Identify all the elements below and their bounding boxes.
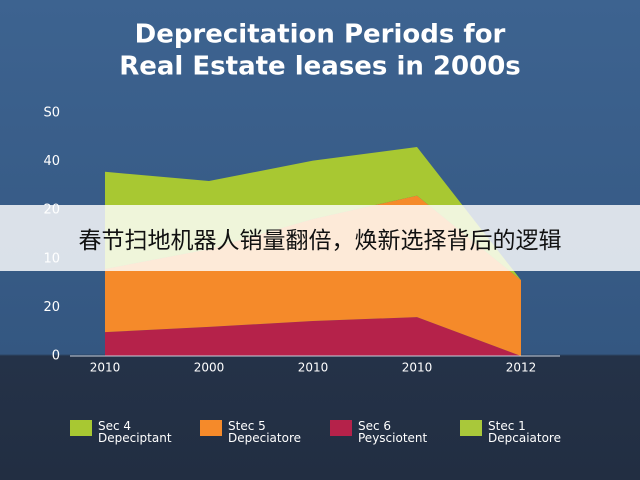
x-tick-label: 2010 xyxy=(402,361,433,375)
legend-swatch xyxy=(330,420,352,436)
x-tick-label: 2010 xyxy=(90,361,121,375)
x-tick-label: 2000 xyxy=(194,361,225,375)
chart-title: Deprecitation Periods for xyxy=(135,20,506,50)
legend-item: Sec 6 Peysciotent xyxy=(330,420,460,444)
legend-label: Stec 1 Depcaiatore xyxy=(488,419,561,445)
legend-label: Sec 6 Peysciotent xyxy=(358,419,428,445)
legend-item: Stec 1 Depcaiatore xyxy=(460,420,590,444)
legend-label: Sec 4 Depeciptant xyxy=(98,419,172,445)
legend-swatch xyxy=(200,420,222,436)
legend-item: Stec 5 Depeciatore xyxy=(200,420,330,444)
y-tick-label: S0 xyxy=(43,106,60,121)
y-tick-label: 40 xyxy=(43,154,60,169)
legend-item: Sec 4 Depeciptant xyxy=(70,420,200,444)
y-tick-label: 20 xyxy=(43,300,60,315)
chart-title: Real Estate leases in 2000s xyxy=(119,52,521,82)
legend-label: Stec 5 Depeciatore xyxy=(228,419,302,445)
x-tick-label: 2010 xyxy=(298,361,329,375)
legend-swatch xyxy=(70,420,92,436)
y-tick-label: 0 xyxy=(52,349,60,364)
x-tick-label: 2012 xyxy=(506,361,537,375)
legend-swatch xyxy=(460,420,482,436)
overlay-banner: 春节扫地机器人销量翻倍，焕新选择背后的逻辑 xyxy=(0,205,640,271)
